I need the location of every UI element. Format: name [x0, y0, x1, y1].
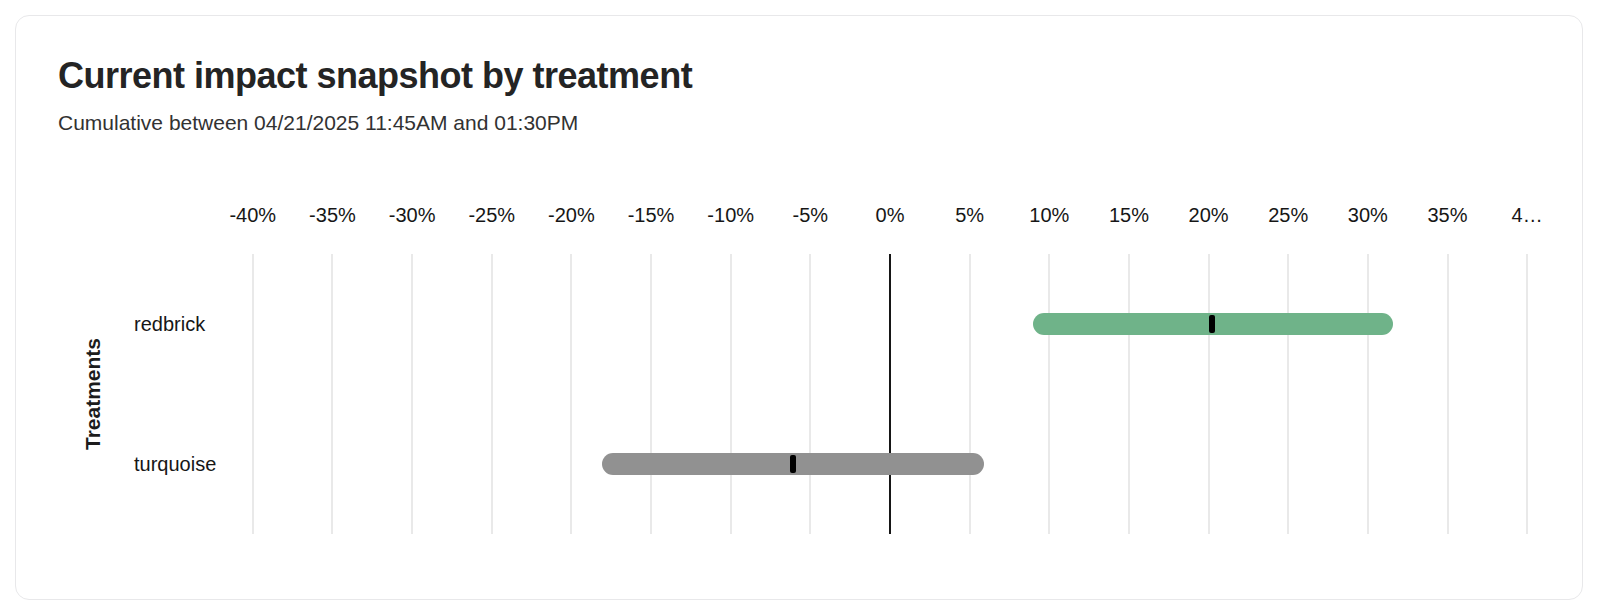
- x-tick-label: -5%: [793, 199, 829, 231]
- x-tick-label: 30%: [1348, 199, 1388, 231]
- x-tick-label: -20%: [548, 199, 595, 231]
- x-tick-label: -30%: [389, 199, 436, 231]
- gridline: [1128, 254, 1130, 534]
- x-tick-label: 25%: [1268, 199, 1308, 231]
- impact-snapshot-card: Current impact snapshot by treatment Cum…: [15, 15, 1583, 600]
- date-range-subtitle: Cumulative between 04/21/2025 11:45AM an…: [58, 110, 578, 136]
- zero-line: [889, 254, 891, 534]
- gridline: [650, 254, 652, 534]
- page-title: Current impact snapshot by treatment: [58, 54, 692, 98]
- midpoint-marker-redbrick: [1209, 315, 1215, 333]
- gridline: [1367, 254, 1369, 534]
- x-tick-label: 5%: [955, 199, 984, 231]
- gridline: [1526, 254, 1528, 534]
- gridline: [1208, 254, 1210, 534]
- gridline: [969, 254, 971, 534]
- gridline: [411, 254, 413, 534]
- x-tick-label: -25%: [468, 199, 515, 231]
- x-tick-label: -40%: [229, 199, 276, 231]
- x-tick-label: 15%: [1109, 199, 1149, 231]
- gridline: [570, 254, 572, 534]
- gridline: [331, 254, 333, 534]
- x-axis-labels: -40% -35% -30% -25% -20% -15% -10% -5% 0% 5% 10% 15…: [213, 199, 1567, 231]
- x-tick-label: 10%: [1029, 199, 1069, 231]
- x-tick-label: -35%: [309, 199, 356, 231]
- gridline: [1447, 254, 1449, 534]
- plot-area: [213, 254, 1567, 534]
- midpoint-marker-turquoise: [790, 455, 796, 473]
- y-axis-title: Treatments: [81, 338, 105, 450]
- category-label-redbrick: redbrick: [134, 313, 205, 336]
- category-label-turquoise: turquoise: [134, 453, 216, 476]
- gridline: [491, 254, 493, 534]
- gridline: [1048, 254, 1050, 534]
- x-tick-label: 20%: [1189, 199, 1229, 231]
- x-tick-label: -15%: [628, 199, 675, 231]
- x-tick-label: 35%: [1428, 199, 1468, 231]
- gridline: [809, 254, 811, 534]
- gridline: [252, 254, 254, 534]
- gridline: [730, 254, 732, 534]
- x-tick-label: 0%: [876, 199, 905, 231]
- gridline: [1287, 254, 1289, 534]
- x-tick-label: -10%: [707, 199, 754, 231]
- x-tick-label: 4…: [1512, 199, 1543, 231]
